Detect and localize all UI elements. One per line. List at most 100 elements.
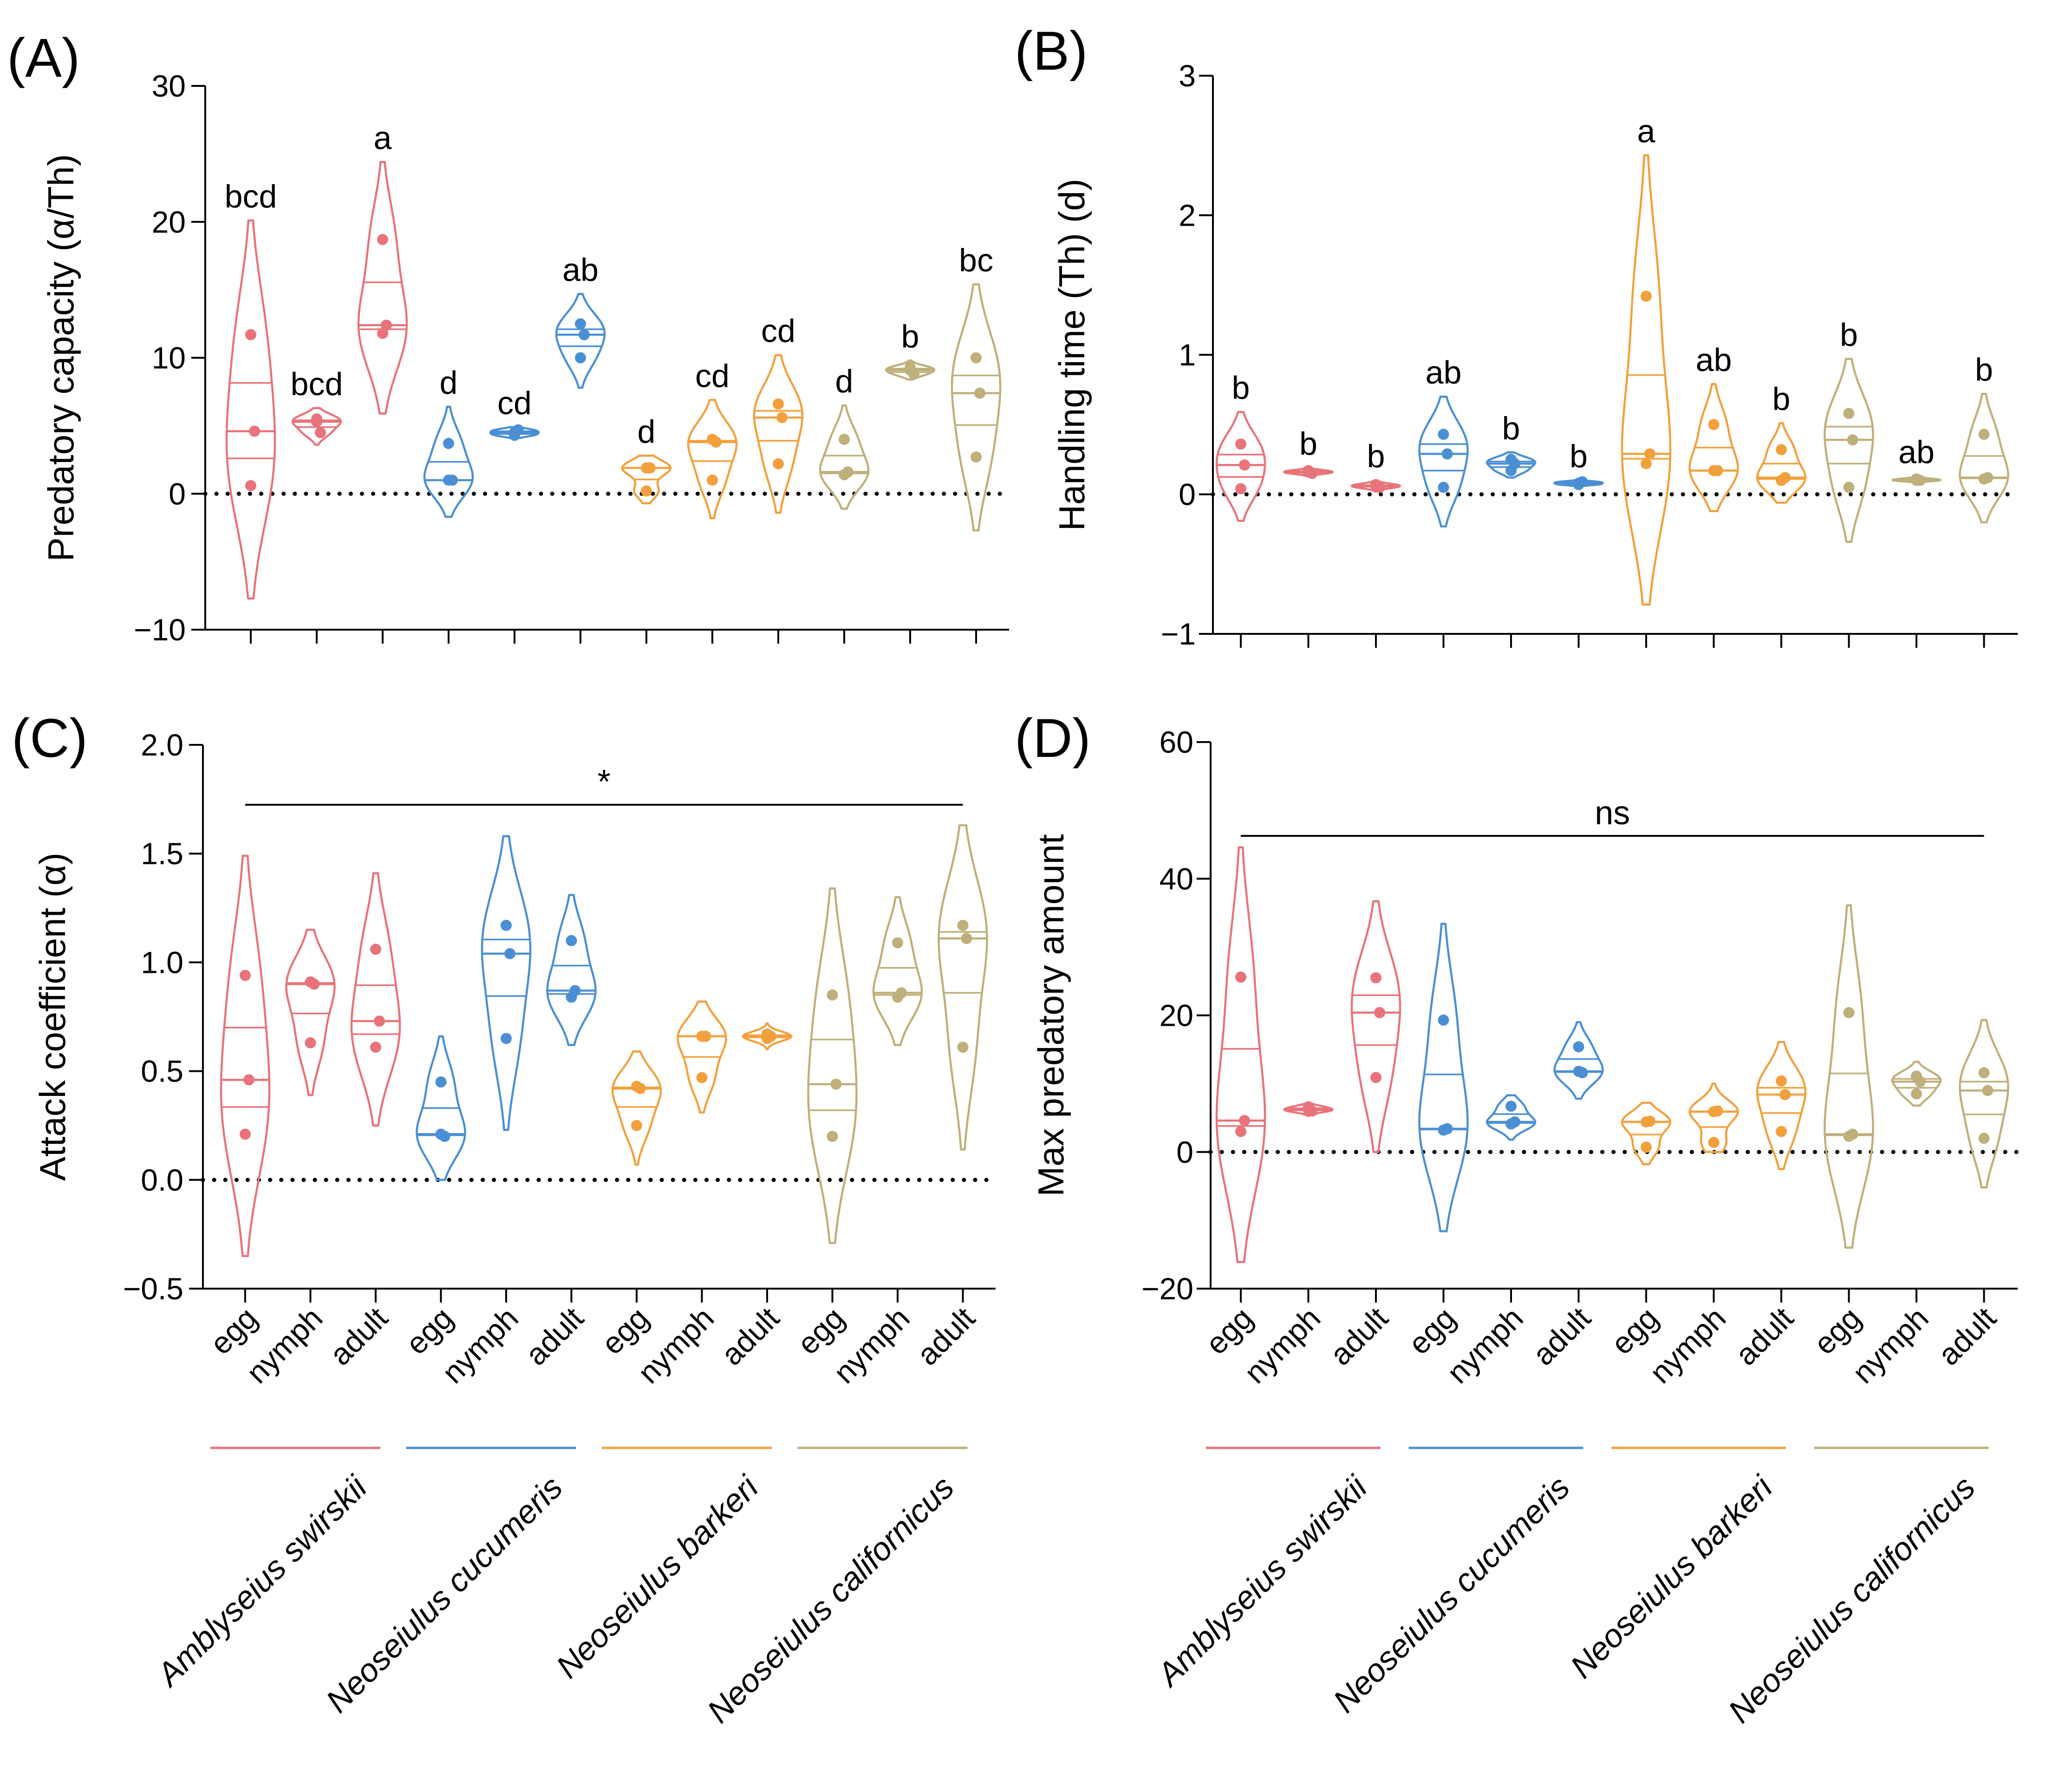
x-category-label: nymph xyxy=(240,1301,329,1390)
violin-outline xyxy=(1959,392,2009,523)
data-point xyxy=(240,1128,251,1140)
violin-outline xyxy=(285,928,336,1096)
y-tick-label: 1 xyxy=(1179,338,1196,372)
violin-group xyxy=(1350,900,1401,1153)
y-axis-title: Predatory capacity (α/Th) xyxy=(40,154,81,561)
violin-group xyxy=(1486,1094,1537,1141)
x-category-label: nymph xyxy=(1845,1301,1935,1390)
violin-outline xyxy=(1621,154,1672,606)
data-point xyxy=(1847,434,1858,446)
significance-letter: ab xyxy=(1898,434,1935,470)
x-category-label: adult xyxy=(519,1301,590,1372)
data-point xyxy=(575,318,586,330)
violin-outline xyxy=(423,405,474,518)
species-label: Neoseiulus barkeri xyxy=(549,1468,766,1685)
violin-group: ab xyxy=(1688,342,1739,512)
data-point xyxy=(1843,1130,1855,1142)
data-point xyxy=(1641,458,1652,469)
data-point xyxy=(1505,1118,1517,1130)
significance-letter: d xyxy=(440,365,458,401)
data-point xyxy=(957,919,969,931)
violin-group xyxy=(938,824,988,1151)
violin-group: ab xyxy=(1891,434,1942,486)
violin-outline xyxy=(677,1000,727,1114)
data-point xyxy=(1303,465,1314,476)
panel-a: (A)Predatory capacity (α/Th)−100102030bc… xyxy=(7,27,1011,647)
significance-letter: bcd xyxy=(225,178,277,215)
data-point xyxy=(566,935,577,946)
data-point xyxy=(377,327,388,339)
data-point xyxy=(1843,408,1855,419)
x-category-label: egg xyxy=(1604,1301,1665,1361)
y-tick-label: 60 xyxy=(1160,725,1193,759)
violin-group: b xyxy=(1824,317,1874,543)
data-point xyxy=(1239,459,1250,471)
violin-group: bc xyxy=(951,242,1002,532)
panel-label: (B) xyxy=(1015,20,1088,82)
violin-group: d xyxy=(423,365,474,518)
data-point xyxy=(1438,1124,1449,1136)
violin-outline xyxy=(807,887,858,1244)
data-point xyxy=(645,462,656,474)
data-point xyxy=(575,352,586,364)
data-point xyxy=(1978,1133,1990,1144)
data-point xyxy=(1982,1085,1994,1096)
data-point xyxy=(1235,1126,1246,1137)
species-label: Amblyseius swirskii xyxy=(149,1468,374,1694)
data-point xyxy=(1641,290,1652,302)
violin-group xyxy=(807,887,858,1244)
significance-letter: b xyxy=(1232,370,1250,406)
x-category-label: nymph xyxy=(1643,1301,1732,1390)
violin-group: b xyxy=(1283,425,1334,479)
violin-outline xyxy=(1418,395,1469,528)
significance-letter: a xyxy=(1637,113,1655,149)
data-point xyxy=(1779,1089,1791,1101)
violin-group xyxy=(677,1000,727,1114)
data-point xyxy=(773,458,784,469)
data-point xyxy=(776,412,788,424)
violin-outline xyxy=(1824,904,1874,1249)
violin-outline xyxy=(621,455,672,504)
violin-group: d xyxy=(621,413,672,504)
data-point xyxy=(245,329,256,340)
data-point xyxy=(830,1078,842,1090)
y-tick-label: 10 xyxy=(152,341,186,375)
data-point xyxy=(305,1037,316,1049)
data-point xyxy=(827,989,838,1001)
violin-outline xyxy=(1688,383,1739,512)
violin-outline xyxy=(951,283,1002,532)
x-category-label: egg xyxy=(1401,1301,1462,1361)
violin-outline xyxy=(1350,900,1401,1153)
data-point xyxy=(1505,1101,1517,1112)
violin-outline xyxy=(753,354,804,514)
data-point xyxy=(1915,1076,1926,1088)
violin-group: a xyxy=(357,120,408,415)
data-point xyxy=(762,1033,773,1044)
significance-letter: b xyxy=(1772,381,1791,417)
data-point xyxy=(961,932,972,944)
data-point xyxy=(504,948,515,959)
data-point xyxy=(707,474,718,486)
significance-letter: cd xyxy=(497,385,532,421)
violin-group: b xyxy=(1959,352,2009,523)
x-category-label: adult xyxy=(1526,1301,1597,1372)
data-point xyxy=(1438,1014,1449,1026)
violin-group: b xyxy=(1350,438,1401,493)
data-point xyxy=(839,469,850,481)
data-point xyxy=(1776,444,1787,456)
species-label: Neoseiulus barkeri xyxy=(1564,1468,1780,1685)
violin-outline xyxy=(611,1050,662,1166)
violin-outline xyxy=(1756,1041,1807,1170)
violin-outline xyxy=(291,407,342,446)
data-point xyxy=(635,1083,646,1095)
significance-letter: b xyxy=(1975,352,1993,388)
data-point xyxy=(710,437,722,448)
data-point xyxy=(892,991,903,1003)
violin-group: cd xyxy=(753,313,804,514)
data-point xyxy=(435,1076,447,1088)
data-point xyxy=(1441,448,1453,460)
violin-outline xyxy=(546,893,597,1046)
violin-outline xyxy=(481,835,532,1131)
panel-c: (C) Attack coefficient (α) −0.5 0.0 0.5 1.0 1.… xyxy=(12,708,998,1730)
violin-group: b xyxy=(1486,410,1537,479)
